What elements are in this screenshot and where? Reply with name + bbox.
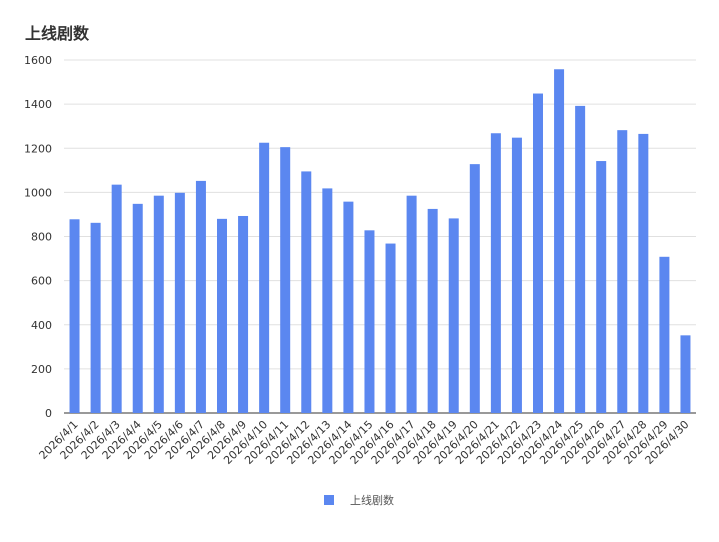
bar[interactable] [469, 164, 480, 413]
y-tick-label: 1200 [24, 142, 52, 155]
bar[interactable] [217, 218, 227, 413]
bar[interactable] [385, 243, 396, 413]
chart-title: 上线剧数 [25, 24, 90, 43]
bar[interactable] [659, 256, 670, 413]
y-tick-label: 1600 [24, 54, 52, 67]
bar[interactable] [174, 192, 185, 413]
bar[interactable] [406, 195, 417, 413]
bar[interactable] [238, 215, 249, 413]
bar[interactable] [111, 184, 122, 413]
bar[interactable] [533, 93, 543, 413]
y-tick-label: 600 [31, 275, 52, 288]
bar[interactable] [195, 180, 206, 413]
bar[interactable] [596, 161, 607, 413]
y-tick-label: 200 [31, 363, 52, 376]
bar[interactable] [132, 203, 143, 413]
y-tick-label: 0 [45, 407, 52, 420]
y-tick-label: 1400 [24, 98, 52, 111]
bar[interactable] [638, 133, 649, 414]
x-axis: 2026/4/12026/4/22026/4/32026/4/42026/4/5… [37, 418, 692, 467]
legend[interactable]: 上线剧数 [324, 492, 394, 508]
bar[interactable] [511, 137, 522, 413]
y-tick-label: 400 [31, 319, 52, 332]
bar[interactable] [448, 218, 459, 413]
bar[interactable] [490, 133, 501, 413]
y-axis: 0 200 400 600 800 1000 1200 1400 1600 [24, 54, 52, 420]
legend-label: 上线剧数 [350, 494, 394, 507]
y-tick-label: 1000 [24, 186, 52, 199]
bar[interactable] [575, 105, 586, 413]
bar[interactable] [554, 69, 565, 414]
bar[interactable] [343, 201, 354, 413]
bar[interactable] [680, 335, 691, 413]
bars [69, 69, 691, 414]
legend-swatch [324, 495, 334, 505]
bar[interactable] [322, 188, 333, 413]
bar[interactable] [90, 222, 101, 413]
grid-lines [64, 59, 696, 414]
bar[interactable] [280, 147, 291, 413]
bar[interactable] [301, 171, 312, 413]
bar[interactable] [364, 230, 375, 413]
bar[interactable] [427, 208, 438, 413]
bar[interactable] [153, 195, 164, 413]
y-tick-label: 800 [31, 231, 52, 244]
bar[interactable] [617, 130, 628, 413]
bar[interactable] [259, 142, 270, 413]
bar[interactable] [69, 219, 80, 413]
